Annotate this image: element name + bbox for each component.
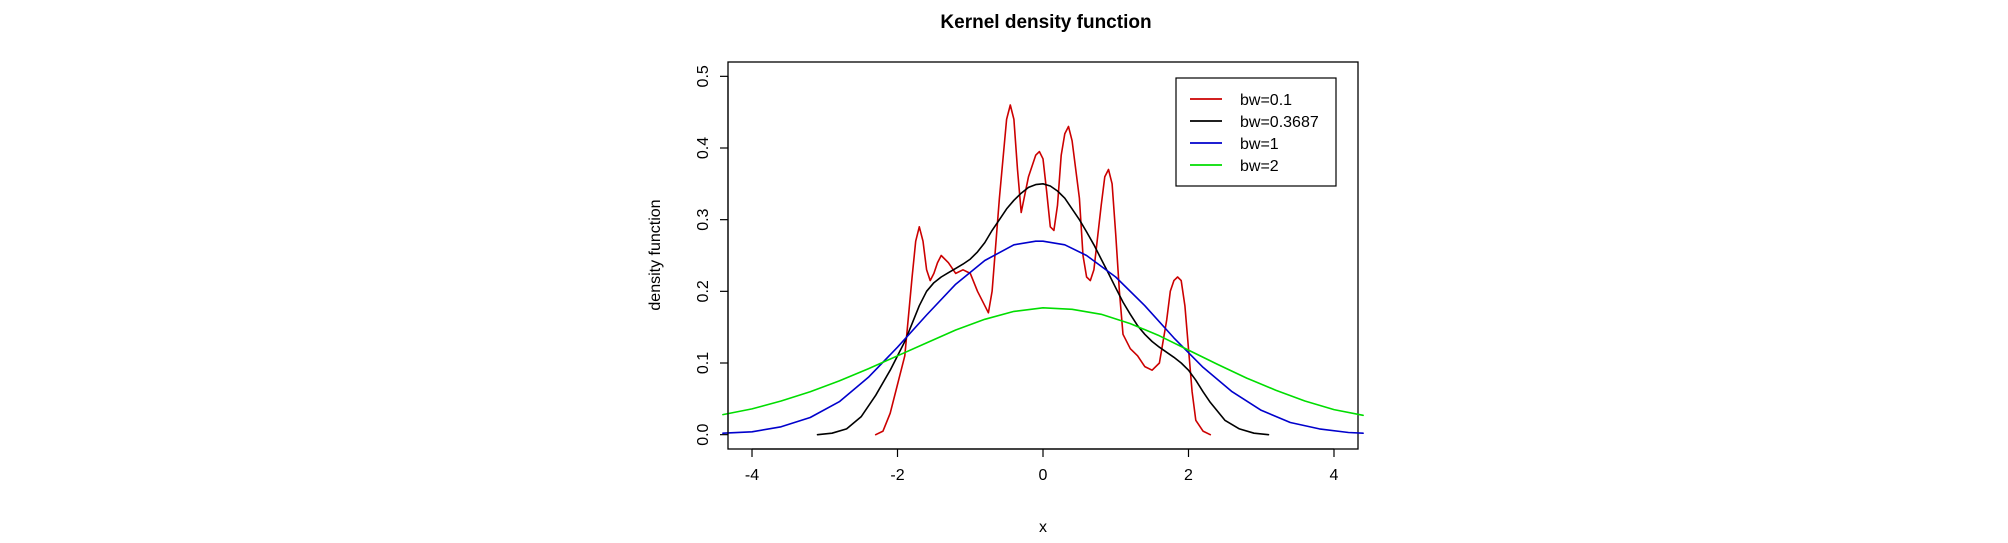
legend: bw=0.1 bw=0.3687 bw=1 bw=2 — [1175, 77, 1337, 187]
x-tick-label: 0 — [1039, 467, 1048, 484]
series-line-1 — [874, 104, 1212, 436]
y-tick-label: 0.3 — [695, 208, 712, 230]
x-tick-label: 4 — [1330, 467, 1339, 484]
legend-items: bw=0.1 bw=0.3687 bw=1 bw=2 — [1190, 92, 1319, 175]
legend-label-2: bw=0.3687 — [1240, 114, 1319, 131]
x-axis: -4 -2 0 2 4 — [745, 448, 1339, 484]
x-axis-label: x — [1039, 519, 1047, 536]
x-tick-label: -2 — [890, 467, 904, 484]
y-axis-label: density function — [647, 199, 664, 310]
y-tick-label: 0.4 — [695, 137, 712, 159]
legend-label-1: bw=0.1 — [1240, 92, 1292, 109]
y-tick-label: 0.0 — [695, 423, 712, 445]
x-tick-label: -4 — [745, 467, 759, 484]
series-line-3 — [722, 240, 1364, 435]
series-line-2 — [816, 183, 1270, 436]
legend-box — [1175, 77, 1337, 187]
legend-label-3: bw=1 — [1240, 136, 1279, 153]
chart-title: Kernel density function — [940, 12, 1151, 33]
y-tick-label: 0.5 — [695, 65, 712, 87]
x-tick-label: 2 — [1184, 467, 1193, 484]
series-line-4 — [722, 306, 1364, 417]
y-tick-label: 0.2 — [695, 280, 712, 302]
density-curves — [722, 104, 1364, 436]
y-axis: 0.0 0.1 0.2 0.3 0.4 0.5 — [695, 65, 729, 446]
legend-label-4: bw=2 — [1240, 158, 1279, 175]
y-tick-label: 0.1 — [695, 352, 712, 374]
